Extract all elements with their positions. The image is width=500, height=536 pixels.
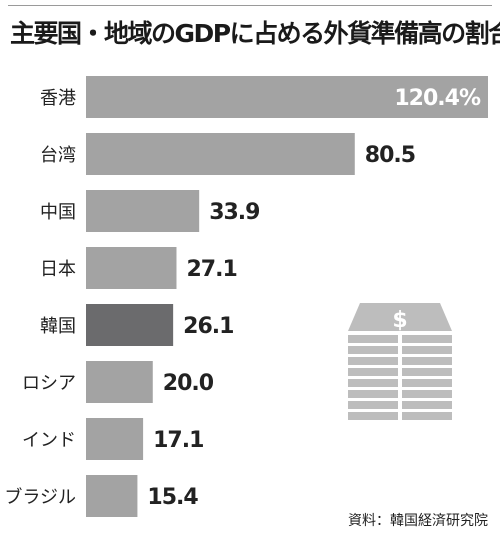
category-label: ブラジル bbox=[4, 486, 76, 508]
value-label: 17.1 bbox=[153, 428, 203, 453]
value-label: 120.4% bbox=[394, 86, 481, 111]
value-label: 26.1 bbox=[183, 314, 233, 339]
value-label: 27.1 bbox=[186, 257, 236, 282]
bar bbox=[86, 133, 355, 175]
source-note: 資料：韓国経済研究院 bbox=[348, 513, 488, 529]
value-label: 33.9 bbox=[209, 200, 259, 225]
bar bbox=[86, 76, 488, 118]
category-label: 香港 bbox=[40, 88, 76, 109]
category-label: 台湾 bbox=[40, 145, 76, 166]
bar bbox=[86, 475, 138, 517]
bar bbox=[86, 361, 153, 403]
category-label: 韓国 bbox=[40, 316, 76, 337]
chart-title: 主要国・地域のGDPに占める外貨準備高の割合 bbox=[10, 19, 500, 48]
svg-text:$: $ bbox=[392, 308, 407, 333]
bar bbox=[86, 418, 144, 460]
bar bbox=[86, 304, 174, 346]
value-label: 80.5 bbox=[365, 143, 415, 168]
category-label: ロシア bbox=[22, 373, 76, 394]
value-label: 15.4 bbox=[147, 485, 198, 510]
value-label: 20.0 bbox=[163, 371, 214, 396]
category-label: 日本 bbox=[40, 259, 76, 280]
money-stack-icon: $ bbox=[348, 303, 452, 420]
bar bbox=[86, 247, 177, 289]
top-rule bbox=[8, 5, 492, 6]
category-label: インド bbox=[22, 430, 76, 451]
bar bbox=[86, 190, 200, 232]
category-label: 中国 bbox=[40, 202, 76, 223]
